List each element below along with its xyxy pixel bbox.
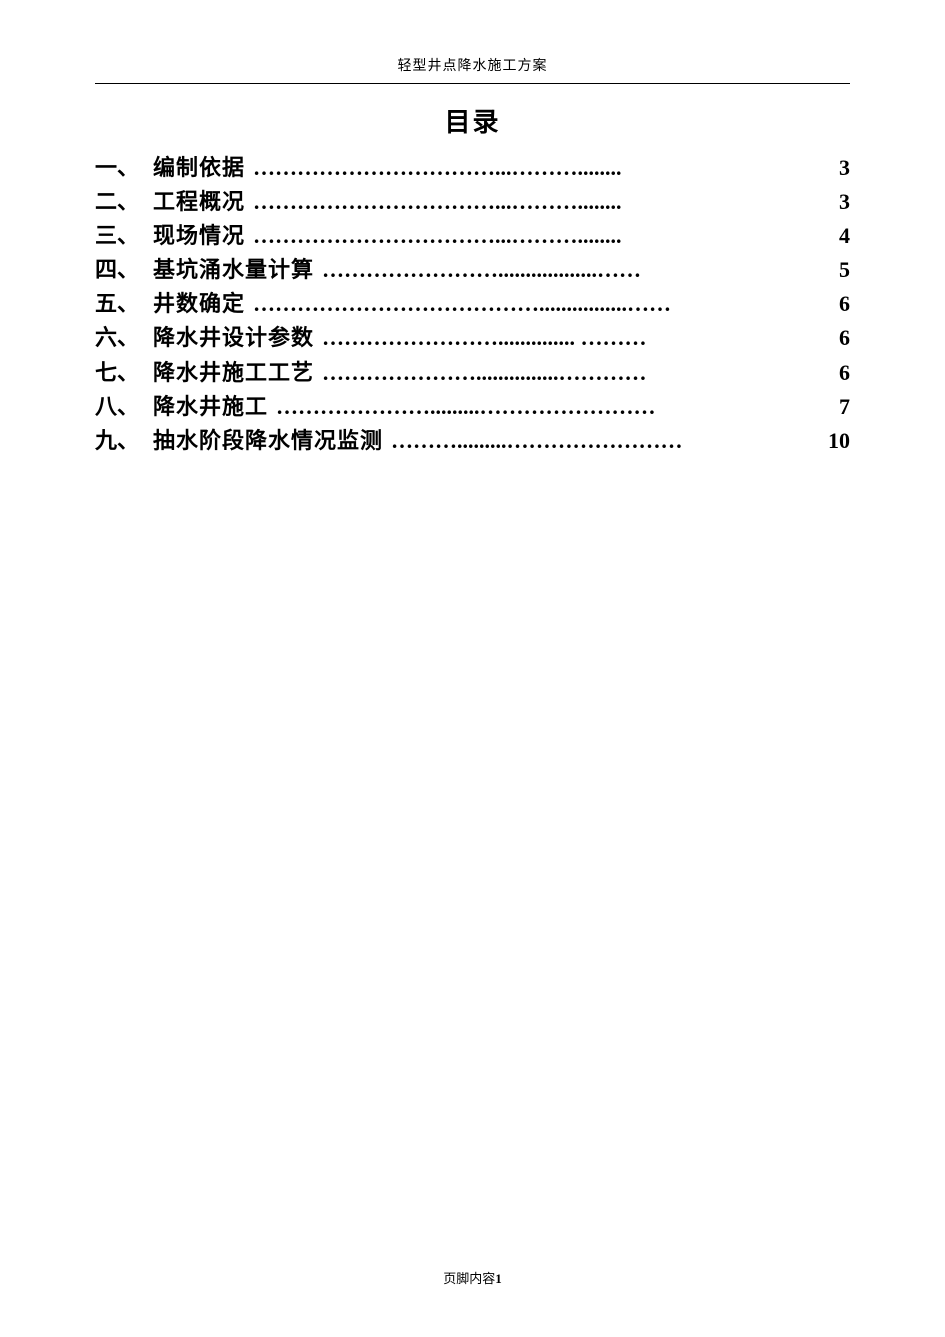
toc-leader: …………………...............…………	[314, 356, 820, 390]
toc-number: 七、	[95, 356, 153, 390]
toc-leader: …………………….............. ………	[314, 321, 820, 355]
toc-label: 降水井设计参数	[153, 321, 314, 355]
toc-row: 二、 工程概况 ……………………………...………........ 3	[95, 185, 850, 219]
toc-row: 九、 抽水阶段降水情况监测 ……….........…………………… 10	[95, 424, 850, 458]
toc-row: 一、 编制依据 ……………………………...………........ 3	[95, 151, 850, 185]
toc-row: 六、 降水井设计参数 …………………….............. ……… 6	[95, 321, 850, 355]
toc-label: 降水井施工工艺	[153, 356, 314, 390]
header-title: 轻型井点降水施工方案	[398, 59, 548, 74]
toc-label: 编制依据	[153, 151, 245, 185]
toc-row: 五、 井数确定 …………………………………................…… …	[95, 287, 850, 321]
toc-leader: …………………………………................……	[245, 287, 820, 321]
table-of-contents: 一、 编制依据 ……………………………...………........ 3 二、 工…	[95, 151, 850, 458]
toc-page-number: 6	[820, 356, 850, 390]
toc-number: 八、	[95, 390, 153, 424]
toc-leader: ……………………………...………........	[245, 185, 820, 219]
toc-page-number: 6	[820, 287, 850, 321]
toc-page-number: 4	[820, 219, 850, 253]
page-footer: 页脚内容1	[0, 1268, 945, 1287]
toc-leader: ……………………………...………........	[245, 151, 820, 185]
toc-number: 九、	[95, 424, 153, 458]
footer-label: 页脚内容	[443, 1271, 495, 1286]
toc-page-number: 10	[820, 424, 850, 458]
toc-leader: ……………………..................……	[314, 253, 820, 287]
toc-row: 三、 现场情况 ……………………………...………........ 4	[95, 219, 850, 253]
toc-row: 八、 降水井施工 ………………….........…………………… 7	[95, 390, 850, 424]
footer-page-number: 1	[495, 1271, 502, 1286]
toc-leader: ……………………………...………........	[245, 219, 820, 253]
toc-label: 基坑涌水量计算	[153, 253, 314, 287]
toc-page-number: 3	[820, 151, 850, 185]
toc-leader: ……….........……………………	[383, 424, 820, 458]
toc-page-number: 3	[820, 185, 850, 219]
toc-title: 目录	[95, 102, 850, 139]
toc-number: 四、	[95, 253, 153, 287]
document-page: 轻型井点降水施工方案 目录 一、 编制依据 ……………………………...……….…	[0, 0, 945, 1337]
toc-label: 井数确定	[153, 287, 245, 321]
toc-number: 五、	[95, 287, 153, 321]
toc-label: 现场情况	[153, 219, 245, 253]
toc-page-number: 7	[820, 390, 850, 424]
toc-label: 工程概况	[153, 185, 245, 219]
toc-number: 三、	[95, 219, 153, 253]
page-header: 轻型井点降水施工方案	[95, 55, 850, 84]
toc-number: 一、	[95, 151, 153, 185]
toc-page-number: 5	[820, 253, 850, 287]
toc-leader: ………………….........……………………	[268, 390, 820, 424]
toc-page-number: 6	[820, 321, 850, 355]
toc-label: 抽水阶段降水情况监测	[153, 424, 383, 458]
toc-row: 四、 基坑涌水量计算 ……………………..................…… …	[95, 253, 850, 287]
toc-number: 六、	[95, 321, 153, 355]
toc-row: 七、 降水井施工工艺 …………………...............………… 6	[95, 356, 850, 390]
toc-label: 降水井施工	[153, 390, 268, 424]
toc-number: 二、	[95, 185, 153, 219]
